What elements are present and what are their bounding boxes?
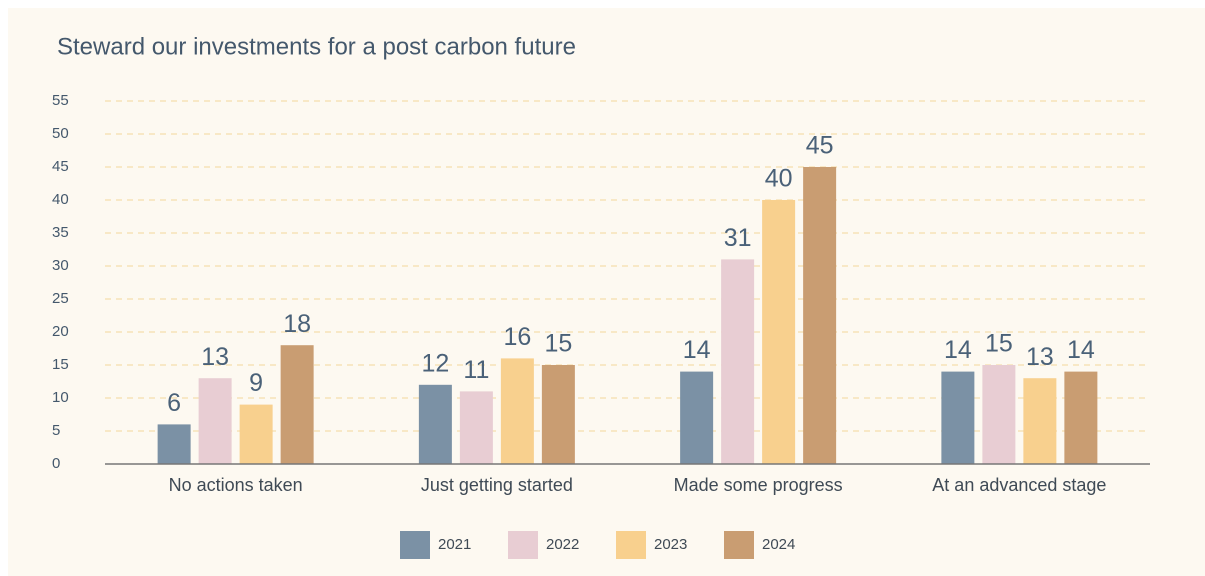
y-tick-label: 5 — [52, 422, 60, 439]
value-label: 13 — [1026, 343, 1054, 371]
y-tick-label: 40 — [52, 191, 69, 208]
y-tick-label: 45 — [52, 158, 69, 175]
bar — [198, 378, 232, 464]
y-tick-label: 50 — [52, 125, 69, 142]
value-label: 18 — [283, 310, 311, 338]
bar — [1064, 371, 1098, 464]
y-tick-label: 0 — [52, 455, 60, 472]
bar — [803, 167, 837, 464]
legend-swatch — [400, 531, 430, 559]
bar — [721, 259, 755, 464]
background — [8, 8, 1205, 576]
bar — [1023, 378, 1057, 464]
bar — [459, 391, 493, 464]
value-label: 12 — [421, 349, 449, 377]
y-tick-label: 55 — [52, 92, 69, 109]
y-tick-label: 10 — [52, 389, 69, 406]
bar — [500, 358, 534, 464]
bar — [680, 371, 714, 464]
y-tick-label: 35 — [52, 224, 69, 241]
bar — [541, 365, 575, 464]
legend-swatch — [724, 531, 754, 559]
bar — [418, 384, 452, 464]
bar — [157, 424, 191, 464]
value-label: 13 — [201, 343, 229, 371]
value-label: 15 — [544, 330, 572, 358]
value-label: 40 — [765, 165, 793, 193]
chart-title: Steward our investments for a post carbo… — [57, 33, 576, 60]
value-label: 16 — [503, 323, 531, 351]
x-tick-label: Made some progress — [674, 475, 843, 495]
x-tick-label: No actions taken — [169, 475, 303, 495]
value-label: 14 — [1067, 336, 1095, 364]
y-tick-label: 25 — [52, 290, 69, 307]
value-label: 15 — [985, 330, 1013, 358]
value-label: 6 — [167, 389, 181, 417]
y-tick-label: 20 — [52, 323, 69, 340]
value-label: 9 — [249, 369, 263, 397]
legend-label: 2023 — [654, 536, 687, 553]
bar — [762, 200, 796, 464]
bar — [280, 345, 314, 464]
legend-swatch — [508, 531, 538, 559]
x-tick-label: Just getting started — [421, 475, 573, 495]
value-label: 14 — [683, 336, 711, 364]
value-label: 14 — [944, 336, 972, 364]
value-label: 31 — [724, 224, 752, 252]
legend-label: 2024 — [762, 536, 795, 553]
bar — [982, 365, 1016, 464]
legend-label: 2021 — [438, 536, 471, 553]
value-label: 11 — [463, 356, 489, 384]
y-tick-label: 30 — [52, 257, 69, 274]
x-tick-label: At an advanced stage — [932, 475, 1106, 495]
legend-swatch — [616, 531, 646, 559]
legend-label: 2022 — [546, 536, 579, 553]
bar — [239, 404, 273, 464]
y-tick-label: 15 — [52, 356, 69, 373]
value-label: 45 — [806, 132, 834, 160]
bar — [941, 371, 975, 464]
